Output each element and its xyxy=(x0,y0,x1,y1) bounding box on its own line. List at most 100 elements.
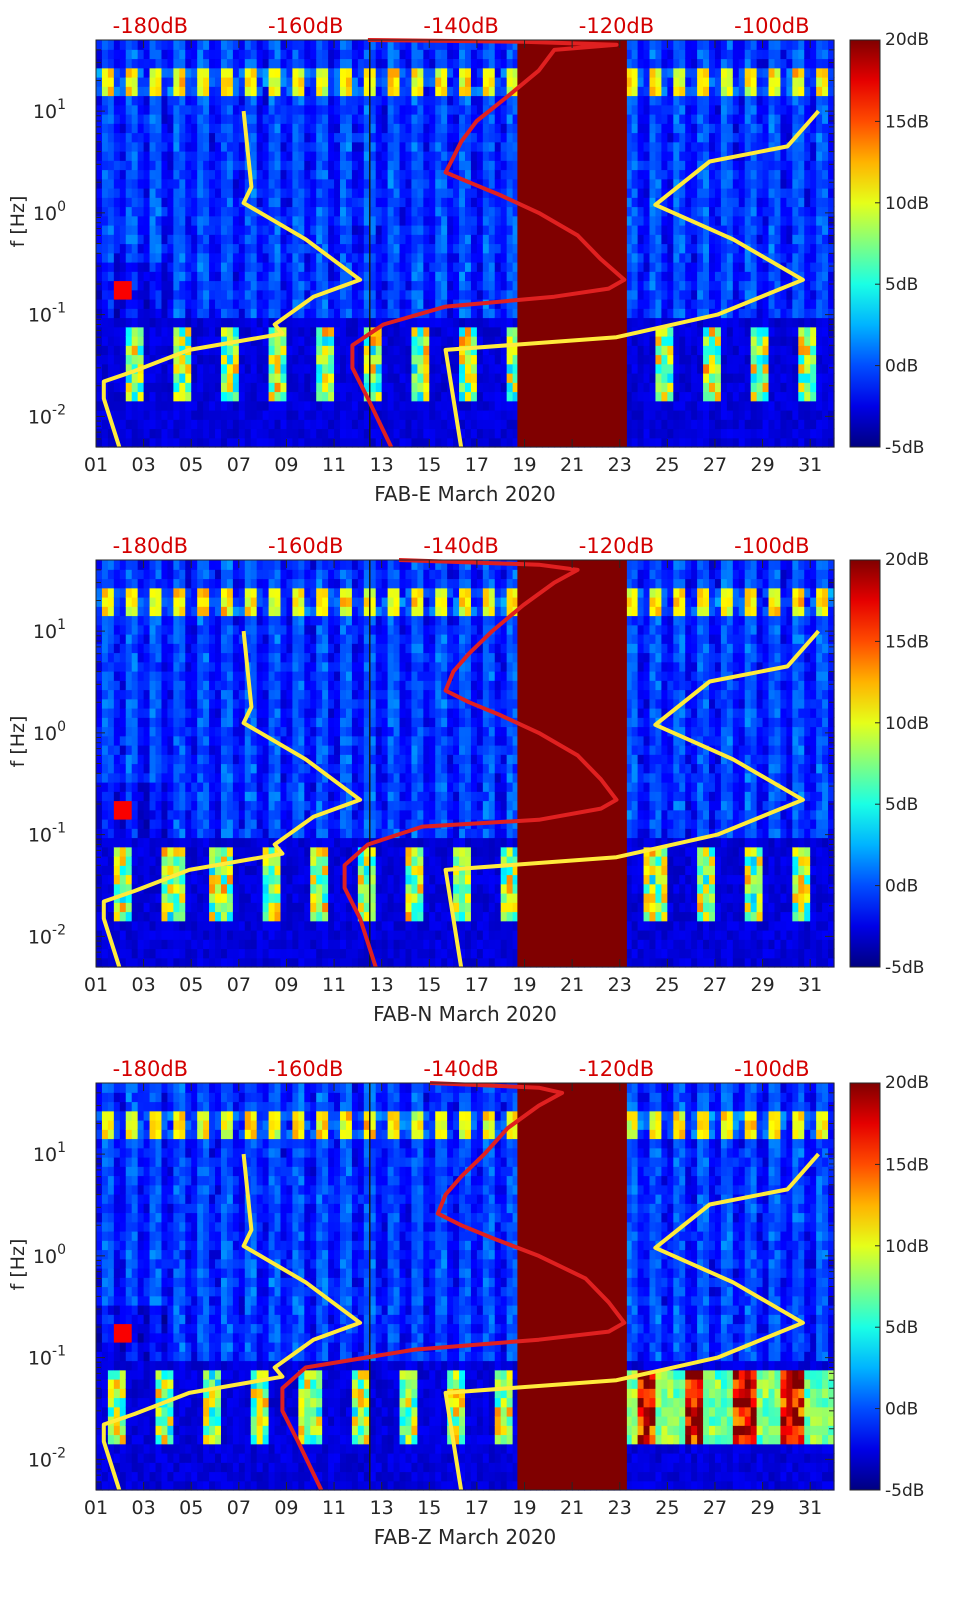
heat-cell xyxy=(679,262,686,272)
heat-cell xyxy=(156,327,163,337)
heat-cell xyxy=(304,105,311,115)
heat-cell xyxy=(138,345,145,355)
heat-cell xyxy=(191,336,198,346)
heat-cell xyxy=(703,77,710,87)
heat-cell xyxy=(650,244,657,254)
heat-cell xyxy=(132,345,139,355)
heat-cell xyxy=(167,96,174,106)
heat-cell xyxy=(661,225,668,235)
heat-cell xyxy=(138,133,145,143)
heat-cell xyxy=(429,355,436,365)
heat-cell xyxy=(477,59,484,69)
heat-cell xyxy=(691,262,698,272)
heat-cell xyxy=(126,299,133,309)
heat-cell xyxy=(661,355,668,365)
heat-cell xyxy=(667,86,674,96)
heat-cell xyxy=(733,77,740,87)
heat-cell xyxy=(185,114,192,124)
heat-cell xyxy=(114,197,121,207)
heat-cell xyxy=(286,419,293,429)
heat-cell xyxy=(203,59,210,69)
heat-cell xyxy=(507,151,514,161)
heat-cell xyxy=(144,410,151,420)
heat-cell xyxy=(173,438,180,448)
heat-cell xyxy=(167,225,174,235)
heat-cell xyxy=(197,207,204,217)
heat-cell xyxy=(233,299,240,309)
heat-cell xyxy=(388,410,395,420)
heat-cell xyxy=(96,188,103,198)
heat-cell xyxy=(108,86,115,96)
heat-cell xyxy=(388,355,395,365)
heat-cell xyxy=(632,170,639,180)
heat-cell xyxy=(644,142,651,152)
heat-cell xyxy=(638,419,645,429)
heat-cell xyxy=(429,225,436,235)
heat-cell xyxy=(286,170,293,180)
heat-cell xyxy=(334,40,341,50)
heat-cell xyxy=(715,345,722,355)
heat-cell xyxy=(114,114,121,124)
heat-cell xyxy=(203,142,210,152)
heat-cell xyxy=(685,401,692,411)
heat-cell xyxy=(477,382,484,392)
heat-cell xyxy=(376,68,383,78)
heat-cell xyxy=(292,49,299,59)
heat-cell xyxy=(429,160,436,170)
heat-cell xyxy=(400,345,407,355)
heat-cell xyxy=(328,355,335,365)
heat-cell xyxy=(114,299,121,309)
heat-cell xyxy=(275,262,282,272)
heat-cell xyxy=(715,392,722,402)
heat-cell xyxy=(179,419,186,429)
heat-cell xyxy=(156,299,163,309)
heat-cell xyxy=(453,96,460,106)
heat-cell xyxy=(245,234,252,244)
heat-cell xyxy=(352,188,359,198)
heat-cell xyxy=(108,160,115,170)
heat-cell xyxy=(120,318,127,328)
heat-cell xyxy=(156,68,163,78)
heat-cell xyxy=(477,419,484,429)
heat-cell xyxy=(667,40,674,50)
heat-cell xyxy=(453,59,460,69)
heat-cell xyxy=(507,225,514,235)
heat-cell xyxy=(322,77,329,87)
heat-cell xyxy=(638,207,645,217)
heat-cell xyxy=(221,96,228,106)
heat-cell xyxy=(209,49,216,59)
heat-cell xyxy=(102,253,109,263)
heat-cell xyxy=(316,170,323,180)
heat-cell xyxy=(221,142,228,152)
heat-cell xyxy=(298,170,305,180)
heat-cell xyxy=(286,77,293,87)
heat-cell xyxy=(423,401,430,411)
heat-cell xyxy=(703,373,710,383)
heat-cell xyxy=(400,170,407,180)
heat-cell xyxy=(745,123,752,133)
heat-cell xyxy=(144,281,151,291)
heat-cell xyxy=(352,401,359,411)
heat-cell xyxy=(185,290,192,300)
heat-cell xyxy=(221,253,228,263)
heat-cell xyxy=(191,438,198,448)
heat-cell xyxy=(417,299,424,309)
heat-cell xyxy=(257,419,264,429)
heat-cell xyxy=(251,318,258,328)
heat-cell xyxy=(233,170,240,180)
heat-cell xyxy=(501,225,508,235)
heat-cell xyxy=(376,170,383,180)
heat-cell xyxy=(709,197,716,207)
heat-cell xyxy=(441,77,448,87)
heat-cell xyxy=(644,401,651,411)
heat-cell xyxy=(257,114,264,124)
heat-cell xyxy=(763,392,770,402)
heat-cell xyxy=(227,410,234,420)
heat-cell xyxy=(709,170,716,180)
heat-cell xyxy=(334,225,341,235)
heat-cell xyxy=(644,68,651,78)
heat-cell xyxy=(685,86,692,96)
heat-cell xyxy=(435,327,442,337)
heat-cell xyxy=(251,225,258,235)
heat-cell xyxy=(126,151,133,161)
